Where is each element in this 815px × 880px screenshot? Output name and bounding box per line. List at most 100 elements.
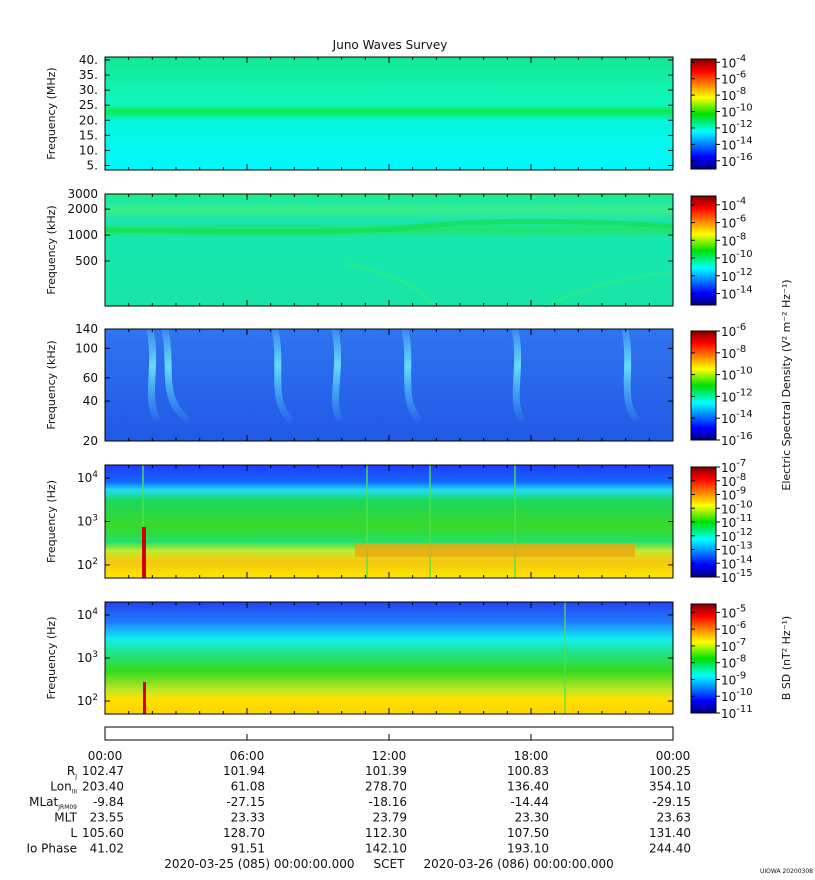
- y-tick-label: 102: [77, 557, 98, 572]
- colorbar-tick-label: 10-14: [721, 284, 753, 301]
- y-axis-label: Frequency (Hz): [45, 480, 58, 563]
- colorbar-tick-label: 10-6: [721, 214, 746, 231]
- ephemeris-value: 23.30: [515, 811, 549, 825]
- colorbar-tick-label: 10-16: [721, 431, 753, 448]
- ephemeris-value: 91.51: [231, 842, 265, 856]
- spectrogram-background: [105, 57, 673, 170]
- y-tick-label: 5.: [87, 158, 98, 172]
- colorbar-tick-label: 10-12: [721, 119, 753, 136]
- y-tick-label: 140: [75, 322, 98, 336]
- burst-feature: [161, 328, 192, 424]
- ephemeris-value: -27.15: [226, 795, 265, 809]
- y-tick-label: 100: [75, 341, 98, 355]
- y-tick-label: 40: [83, 394, 98, 408]
- colorbar-tick-label: 10-14: [721, 409, 753, 426]
- colorbar-tick-label: 10-7: [721, 637, 746, 654]
- y-tick-label: 20.: [79, 113, 98, 127]
- colorbar-tick-label: 10-4: [721, 53, 746, 70]
- y-tick-label: 104: [77, 607, 98, 622]
- y-tick-label: 35.: [79, 68, 98, 82]
- y-tick-label: 30.: [79, 83, 98, 97]
- burst-feature: [331, 328, 344, 423]
- y-axis-label: Frequency (Hz): [45, 617, 58, 700]
- ephemeris-value: 354.10: [649, 780, 691, 794]
- ephemeris-value: 136.40: [507, 780, 549, 794]
- ephemeris-value: 61.08: [231, 780, 265, 794]
- y-tick-label: 102: [77, 693, 98, 708]
- colorbar-tick-label: 10-8: [721, 344, 746, 361]
- y-axis-label: Frequency (kHz): [45, 340, 58, 429]
- ephemeris-value: 102.47: [82, 764, 124, 778]
- colorbar-tick-label: 10-10: [721, 249, 753, 266]
- y-tick-label: 103: [77, 650, 98, 665]
- spectrogram-background: [105, 194, 673, 306]
- y-axis-label: Frequency (kHz): [45, 205, 58, 294]
- y-axis-label: Frequency (MHz): [45, 67, 58, 159]
- ephemeris-value: 23.79: [373, 811, 407, 825]
- ephemeris-value: -9.84: [93, 795, 124, 809]
- colorbar-tick-label: 10-13: [721, 541, 753, 558]
- y-tick-label: 2000: [67, 202, 98, 216]
- colorbar: [690, 58, 717, 170]
- colorbar-tick-label: 10-8: [721, 654, 746, 671]
- chart-title: Juno Waves Survey: [332, 38, 448, 52]
- burst-feature: [621, 328, 640, 424]
- spectrogram-background: [105, 465, 673, 578]
- scet-span: 2020-03-25 (085) 00:00:00.000 SCET 2020-…: [164, 857, 614, 871]
- ephemeris-value: -29.15: [652, 795, 691, 809]
- y-tick-label: 500: [75, 254, 98, 268]
- ephemeris-value: 105.60: [82, 826, 124, 840]
- colorbar: [690, 195, 717, 306]
- y-tick-label: 10.: [79, 143, 98, 157]
- colorbar-tick-label: 10-8: [721, 472, 746, 489]
- ephemeris-value: 128.70: [223, 826, 265, 840]
- y-tick-label: 15.: [79, 128, 98, 142]
- ephemeris-value: 142.10: [365, 842, 407, 856]
- y-tick-label: 103: [77, 514, 98, 529]
- ephemeris-value: 23.63: [657, 811, 691, 825]
- colorbar-tick-label: 10-12: [721, 267, 753, 284]
- colorbar-tick-label: 10-8: [721, 231, 746, 248]
- colorbar-label: B SD (nT² Hz⁻¹): [780, 616, 793, 700]
- y-tick-label: 25.: [79, 98, 98, 112]
- y-tick-label: 1000: [67, 228, 98, 242]
- y-tick-label: 60: [83, 371, 98, 385]
- ephemeris-value: 23.55: [90, 811, 124, 825]
- ephemeris-value: 193.10: [507, 842, 549, 856]
- burst-feature: [511, 328, 526, 423]
- emission-arc: [544, 270, 674, 308]
- y-tick-label: 104: [77, 470, 98, 485]
- colorbar-tick-label: 10-10: [721, 687, 753, 704]
- ephemeris-value: -14.44: [510, 795, 549, 809]
- ephemeris-value: 101.39: [365, 764, 407, 778]
- colorbar-tick-label: 10-10: [721, 103, 753, 120]
- colorbar-tick-label: 10-14: [721, 554, 753, 571]
- colorbar-tick-label: 10-14: [721, 135, 753, 152]
- y-tick-label: 3000: [67, 187, 98, 201]
- colorbar-tick-label: 10-10: [721, 366, 753, 383]
- colorbar-tick-label: 10-9: [721, 670, 746, 687]
- ephemeris-value: 100.25: [649, 764, 691, 778]
- colorbar-tick-label: 10-9: [721, 486, 746, 503]
- ephemeris-value: 100.83: [507, 764, 549, 778]
- y-tick-label: 40.: [79, 53, 98, 67]
- colorbar-tick-label: 10-11: [721, 704, 753, 721]
- spectrogram-panel-3: 140 100 60 40 20 Frequency (kHz) 10-6 10-8 10-10…: [45, 279, 793, 490]
- footer-stamp: UIOWA 20200308: [760, 868, 813, 875]
- ephemeris-row-label: Io Phase: [26, 842, 77, 856]
- colorbar-tick-label: 10-12: [721, 387, 753, 404]
- colorbar-label: Electric Spectral Density (V² m⁻² Hz⁻¹): [780, 279, 793, 490]
- ephemeris-value: 203.40: [82, 780, 124, 794]
- ephemeris-value: 23.33: [231, 811, 265, 825]
- colorbar-tick-label: 10-4: [721, 196, 746, 213]
- colorbar-tick-label: 10-15: [721, 568, 753, 585]
- colorbar-tick-label: 10-6: [721, 620, 746, 637]
- time-label: 00:00: [88, 749, 123, 763]
- ephemeris-value: 131.40: [649, 826, 691, 840]
- ephemeris-value: 41.02: [90, 842, 124, 856]
- burst-feature: [401, 328, 423, 424]
- impulse-feature: [142, 527, 146, 578]
- colorbar-tick-label: 10-7: [721, 458, 746, 475]
- colorbar-tick-label: 10-6: [721, 70, 746, 87]
